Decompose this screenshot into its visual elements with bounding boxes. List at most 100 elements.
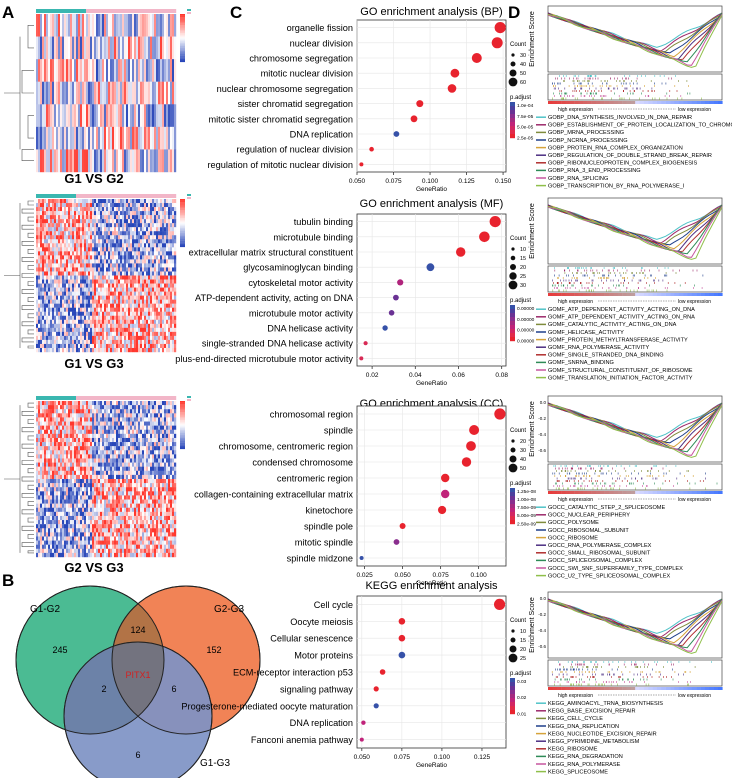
heatmap-cell bbox=[36, 335, 39, 341]
heatmap-cell bbox=[156, 450, 159, 455]
heatmap-cell bbox=[142, 287, 145, 292]
heatmap-annotation-cell bbox=[106, 9, 109, 13]
heatmap-cell bbox=[146, 149, 149, 173]
heatmap-cell bbox=[74, 81, 77, 105]
heatmap-cell bbox=[136, 104, 139, 128]
heatmap-cell bbox=[156, 474, 159, 480]
heatmap-cell bbox=[64, 36, 67, 60]
heatmap-cell bbox=[74, 335, 77, 341]
heatmap-cell bbox=[150, 219, 153, 224]
heatmap-cell bbox=[110, 425, 113, 430]
heatmap-cell bbox=[132, 199, 135, 204]
heatmap-cell bbox=[58, 299, 61, 304]
heatmap-cell bbox=[68, 283, 71, 288]
heatmap-cell bbox=[76, 413, 79, 418]
heatmap-cell bbox=[40, 462, 43, 467]
heatmap-cell bbox=[52, 223, 55, 228]
heatmap-cell bbox=[48, 429, 51, 435]
heatmap-cell bbox=[62, 483, 65, 488]
heatmap-cell bbox=[76, 319, 79, 325]
heatmap-cell bbox=[172, 347, 175, 353]
heatmap-cell bbox=[152, 275, 155, 280]
heatmap-cell bbox=[160, 299, 163, 304]
heatmap-cell bbox=[78, 59, 81, 82]
heatmap-cell bbox=[140, 413, 143, 418]
heatmap-cell bbox=[86, 263, 89, 268]
heatmap-cell bbox=[140, 267, 143, 272]
heatmap-cell bbox=[74, 405, 77, 410]
heatmap-cell bbox=[142, 433, 145, 439]
heatmap-cell bbox=[88, 417, 91, 422]
heatmap-cell bbox=[146, 311, 149, 316]
heatmap-cell bbox=[38, 126, 41, 150]
heatmap-cell bbox=[56, 227, 59, 232]
heatmap-annotation-cell bbox=[152, 194, 155, 198]
heatmap-cell bbox=[140, 307, 143, 312]
heatmap-cell bbox=[100, 479, 103, 484]
heatmap-cell bbox=[116, 466, 119, 471]
heatmap-cell bbox=[64, 126, 67, 150]
heatmap-cell bbox=[62, 446, 65, 451]
heatmap-cell bbox=[102, 319, 105, 325]
heatmap-cell bbox=[168, 36, 171, 60]
heatmap-cell bbox=[98, 474, 101, 480]
heatmap-cell bbox=[104, 263, 107, 268]
heatmap-cell bbox=[54, 327, 57, 333]
heatmap-cell bbox=[118, 339, 121, 345]
heatmap-cell bbox=[108, 413, 111, 418]
heatmap-annotation-cell bbox=[62, 396, 65, 400]
heatmap-cell bbox=[154, 126, 157, 150]
heatmap-cell bbox=[104, 454, 107, 459]
heatmap-cell bbox=[44, 303, 47, 308]
heatmap-cell bbox=[166, 307, 169, 312]
heatmap-cell bbox=[68, 104, 71, 128]
heatmap-cell bbox=[80, 291, 83, 296]
heatmap-cell bbox=[116, 207, 119, 212]
heatmap-cell bbox=[126, 283, 129, 288]
heatmap-cell bbox=[46, 59, 49, 82]
heatmap-cell bbox=[102, 335, 105, 341]
heatmap-cell bbox=[162, 291, 165, 296]
heatmap-cell bbox=[36, 263, 39, 268]
heatmap-cell bbox=[166, 219, 169, 224]
heatmap-cell bbox=[112, 271, 115, 276]
heatmap-cell bbox=[60, 279, 63, 284]
heatmap-cell bbox=[140, 227, 143, 232]
heatmap-cell bbox=[170, 429, 173, 435]
heatmap-annotation-cell bbox=[70, 194, 73, 198]
heatmap-cell bbox=[120, 235, 123, 240]
heatmap-cell bbox=[68, 417, 71, 422]
heatmap-cell bbox=[134, 450, 137, 455]
heatmap-cell bbox=[134, 291, 137, 296]
heatmap-cell bbox=[64, 450, 67, 455]
heatmap-cell bbox=[158, 425, 161, 430]
heatmap-cell bbox=[58, 425, 61, 430]
heatmap-cell bbox=[124, 347, 127, 353]
heatmap-cell bbox=[36, 283, 39, 288]
heatmap-cell bbox=[172, 255, 175, 260]
heatmap-cell bbox=[174, 343, 177, 349]
heatmap-cell bbox=[132, 263, 135, 268]
heatmap-cell bbox=[154, 255, 157, 260]
heatmap-cell bbox=[132, 339, 135, 345]
heatmap-cell bbox=[152, 311, 155, 316]
heatmap-cell bbox=[154, 251, 157, 256]
heatmap-cell bbox=[94, 287, 97, 292]
heatmap-cell bbox=[108, 442, 111, 447]
heatmap-cell bbox=[60, 347, 63, 353]
heatmap-cell bbox=[104, 331, 107, 337]
heatmap-cell bbox=[86, 466, 89, 471]
heatmap-cell bbox=[50, 223, 53, 228]
heatmap-cell bbox=[78, 413, 81, 418]
heatmap-cell bbox=[146, 401, 149, 406]
heatmap-cell bbox=[112, 211, 115, 216]
heatmap-cell bbox=[156, 347, 159, 353]
heatmap-annotation-cell bbox=[164, 194, 167, 198]
heatmap-cell bbox=[134, 303, 137, 308]
heatmap-cell bbox=[174, 231, 177, 236]
heatmap-cell bbox=[38, 231, 41, 236]
heatmap-cell bbox=[112, 343, 115, 349]
heatmap-cell bbox=[90, 299, 93, 304]
heatmap-cell bbox=[96, 479, 99, 484]
heatmap-cell bbox=[122, 409, 125, 414]
